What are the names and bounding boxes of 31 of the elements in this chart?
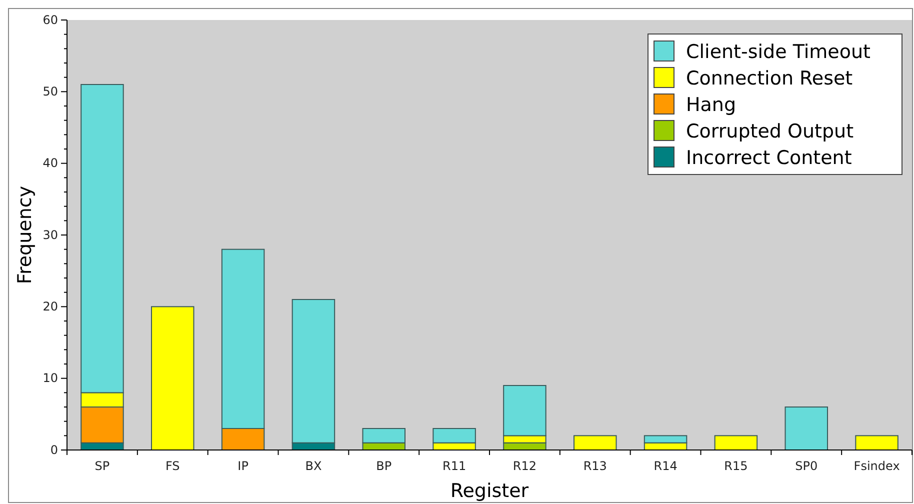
x-axis-title: Register (450, 480, 529, 502)
x-tick-label: R11 (442, 458, 466, 473)
y-tick-label: 10 (42, 371, 58, 386)
y-tick-label: 20 (42, 300, 58, 314)
x-tick-label: IP (238, 458, 248, 473)
x-tick-label: R12 (512, 458, 537, 473)
y-tick-label: 60 (42, 12, 58, 27)
x-tick-label: Fsindex (854, 458, 900, 473)
legend-label: Connection Reset (686, 68, 853, 90)
x-tick-label: R13 (583, 458, 607, 473)
x-tick-label: SP0 (795, 458, 818, 473)
x-tick-label: R14 (654, 458, 678, 473)
x-tick-label: FS (165, 458, 180, 473)
y-tick-label: 30 (42, 228, 58, 242)
y-tick-label: 40 (42, 156, 58, 170)
x-tick-label: SP (94, 458, 110, 473)
legend-label: Client-side Timeout (686, 41, 870, 63)
x-tick-label: BP (376, 458, 392, 473)
bar (151, 306, 194, 450)
bar (855, 435, 898, 450)
legend-label: Hang (686, 94, 736, 116)
legend-label: Incorrect Content (686, 147, 852, 169)
bar (574, 435, 617, 450)
x-tick-label: BX (305, 458, 322, 473)
bar (714, 435, 758, 450)
x-tick-label: R15 (724, 458, 748, 473)
y-tick-label: 0 (50, 442, 58, 457)
bar (784, 406, 828, 450)
legend-label: Corrupted Output (686, 120, 854, 142)
y-tick-label: 50 (42, 84, 58, 99)
y-axis-title: Frequency (14, 186, 36, 284)
